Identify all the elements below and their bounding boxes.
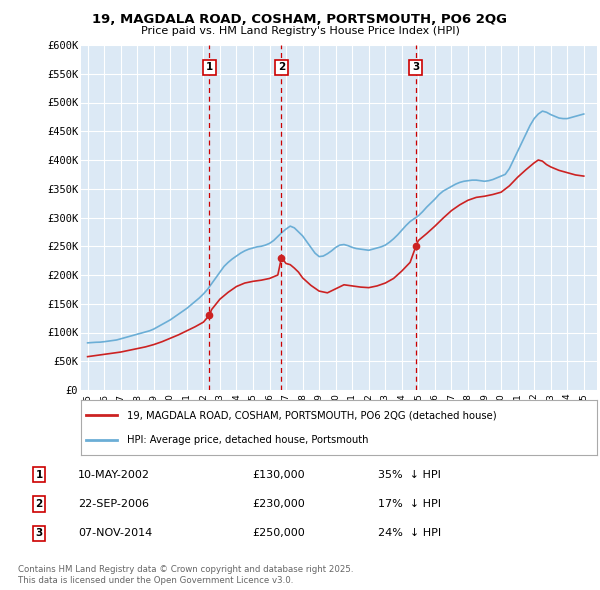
Text: 10-MAY-2002: 10-MAY-2002 bbox=[78, 470, 150, 480]
Text: 17%  ↓ HPI: 17% ↓ HPI bbox=[378, 499, 441, 509]
Text: 22-SEP-2006: 22-SEP-2006 bbox=[78, 499, 149, 509]
Text: HPI: Average price, detached house, Portsmouth: HPI: Average price, detached house, Port… bbox=[127, 435, 369, 445]
Text: Price paid vs. HM Land Registry's House Price Index (HPI): Price paid vs. HM Land Registry's House … bbox=[140, 26, 460, 36]
Text: 3: 3 bbox=[412, 63, 419, 73]
Text: £230,000: £230,000 bbox=[252, 499, 305, 509]
Text: 2: 2 bbox=[278, 63, 285, 73]
Text: 35%  ↓ HPI: 35% ↓ HPI bbox=[378, 470, 441, 480]
Text: Contains HM Land Registry data © Crown copyright and database right 2025.: Contains HM Land Registry data © Crown c… bbox=[18, 565, 353, 575]
Text: 1: 1 bbox=[35, 470, 43, 480]
Text: 07-NOV-2014: 07-NOV-2014 bbox=[78, 528, 152, 538]
Text: 19, MAGDALA ROAD, COSHAM, PORTSMOUTH, PO6 2QG: 19, MAGDALA ROAD, COSHAM, PORTSMOUTH, PO… bbox=[92, 13, 508, 26]
Text: 1: 1 bbox=[206, 63, 213, 73]
Text: 2: 2 bbox=[35, 499, 43, 509]
Text: £250,000: £250,000 bbox=[252, 528, 305, 538]
Text: This data is licensed under the Open Government Licence v3.0.: This data is licensed under the Open Gov… bbox=[18, 576, 293, 585]
Text: 3: 3 bbox=[35, 528, 43, 538]
Text: 19, MAGDALA ROAD, COSHAM, PORTSMOUTH, PO6 2QG (detached house): 19, MAGDALA ROAD, COSHAM, PORTSMOUTH, PO… bbox=[127, 411, 497, 421]
Text: £130,000: £130,000 bbox=[252, 470, 305, 480]
Text: 24%  ↓ HPI: 24% ↓ HPI bbox=[378, 528, 441, 538]
